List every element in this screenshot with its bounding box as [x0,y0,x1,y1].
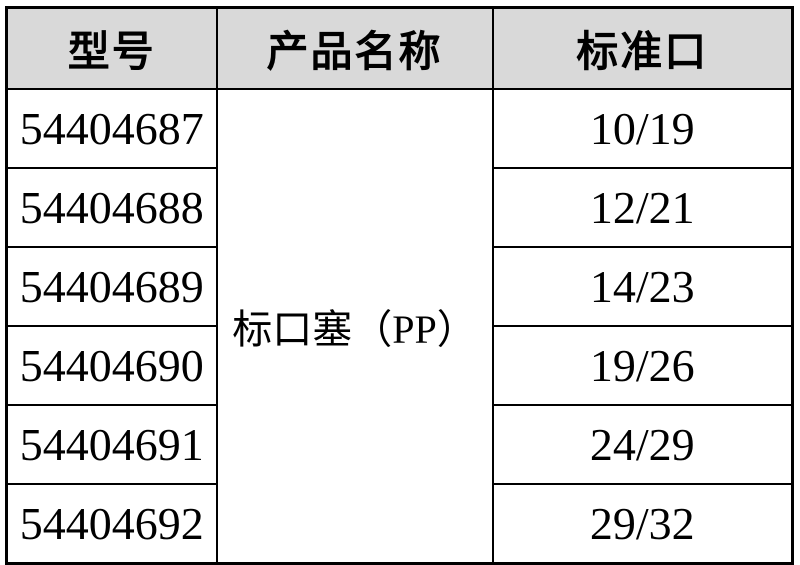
model-cell: 54404692 [5,483,218,565]
standard-port-cell: 10/19 [491,88,794,169]
standard-port-cell: 12/21 [491,167,794,248]
model-cell: 54404687 [5,88,218,169]
header-model: 型号 [5,6,218,90]
table-row: 54404688 12/21 [5,167,794,248]
standard-port-cell: 29/32 [491,483,794,565]
model-cell: 54404688 [5,167,218,248]
product-name-cell: 标口塞（PP） [215,88,494,565]
standard-port-cell: 24/29 [491,404,794,485]
header-product-name: 产品名称 [215,6,494,90]
table-header-row: 型号 产品名称 标准口 [5,6,794,90]
table-row: 54404689 14/23 [5,246,794,327]
table-row: 54404691 24/29 [5,404,794,485]
table-row: 54404687 标口塞（PP） 10/19 [5,88,794,565]
model-cell: 54404690 [5,325,218,406]
standard-port-cell: 19/26 [491,325,794,406]
standard-port-cell: 14/23 [491,246,794,327]
product-catalog-table: 型号 产品名称 标准口 54404687 标口塞（PP） 10/19 54404… [5,6,794,565]
model-cell: 54404689 [5,246,218,327]
model-cell: 54404691 [5,404,218,485]
header-standard-port: 标准口 [491,6,794,90]
table-row: 54404690 19/26 [5,325,794,406]
